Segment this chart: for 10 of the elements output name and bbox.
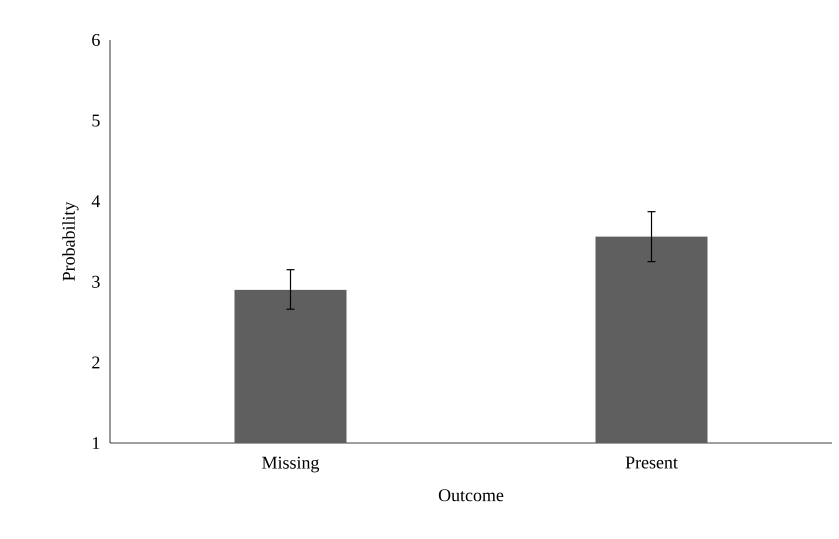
- y-tick-label: 3: [92, 276, 100, 288]
- y-axis-title: Probability: [62, 202, 79, 281]
- x-axis-title: Outcome: [438, 489, 504, 502]
- y-tick-label: 5: [92, 114, 100, 127]
- y-tick-label: 6: [92, 34, 100, 46]
- x-tick-label: Present: [626, 456, 678, 469]
- y-tick-label: 2: [92, 356, 100, 368]
- y-tick-label: 4: [92, 195, 100, 208]
- x-tick-label: Missing: [262, 456, 320, 472]
- y-tick-label: 1: [92, 437, 100, 449]
